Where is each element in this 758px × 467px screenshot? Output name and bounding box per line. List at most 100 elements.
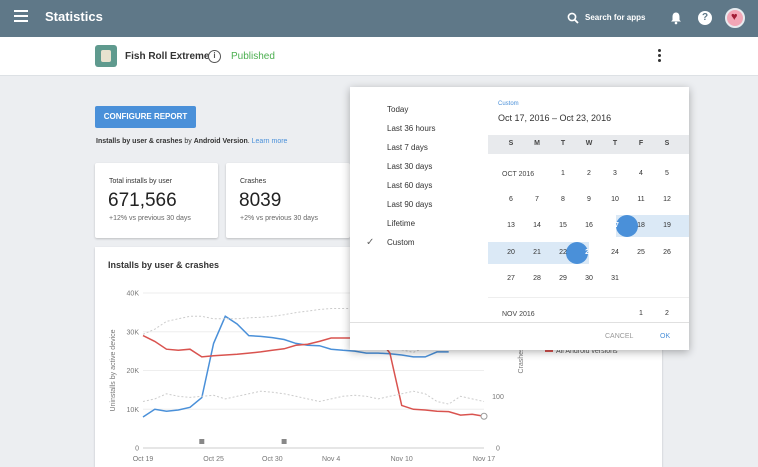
stat-label: Total installs by user — [109, 178, 173, 185]
x-tick-label: Oct 30 — [262, 456, 283, 463]
y-left-tick-label: 40K — [127, 291, 140, 298]
top-app-bar: Statistics Search for apps ? — [0, 0, 758, 37]
range-options-list: ✓ Today Last 36 hours Last 7 days Last 30 d… — [350, 87, 488, 322]
x-tick-label: Oct 19 — [133, 456, 154, 463]
series-end-marker — [480, 412, 488, 420]
annotation-marker — [281, 439, 287, 444]
calendar-day[interactable]: 16 — [585, 222, 593, 229]
range-option[interactable]: Today — [387, 105, 409, 114]
calendar-day[interactable]: 6 — [509, 196, 513, 203]
calendar-day[interactable]: 28 — [533, 275, 541, 282]
report-by: by — [182, 138, 194, 145]
calendar-day[interactable]: 5 — [665, 170, 669, 177]
app-header: Fish Roll Extreme i Published — [0, 37, 758, 76]
stat-card-installs[interactable]: Total installs by user 671,566 +12% vs p… — [95, 163, 218, 238]
configure-report-button[interactable]: CONFIGURE REPORT — [95, 106, 196, 128]
search-apps-label[interactable]: Search for apps — [585, 13, 646, 22]
selected-range-text: Oct 17, 2016 – Oct 23, 2016 — [498, 113, 612, 123]
range-option[interactable]: Last 90 days — [387, 200, 433, 209]
search-icon[interactable] — [567, 12, 579, 24]
calendar-day[interactable]: 30 — [585, 275, 593, 282]
range-start-marker — [616, 215, 638, 237]
more-vert-icon[interactable] — [658, 49, 662, 63]
calendar-day[interactable]: 8 — [561, 196, 565, 203]
weekday-label: S — [508, 140, 514, 147]
app-name: Fish Roll Extreme — [125, 51, 210, 62]
y-left-tick-label: 30K — [127, 329, 140, 336]
calendar-day[interactable]: 1 — [639, 310, 643, 317]
range-option[interactable]: Lifetime — [387, 219, 416, 228]
status-badge: Published — [231, 51, 275, 62]
date-range-picker: ✓ Today Last 36 hours Last 7 days Last 30 d… — [350, 87, 689, 350]
picker-footer: CANCEL OK — [350, 322, 689, 350]
legend-swatch — [545, 350, 553, 353]
y-right-axis-label: Crashes — [518, 347, 525, 374]
y-right-tick-label: 0 — [496, 446, 500, 453]
calendar-day[interactable]: 15 — [559, 222, 567, 229]
annotation-marker — [199, 439, 205, 444]
series-line — [142, 334, 485, 417]
calendar-day[interactable]: 7 — [535, 196, 539, 203]
calendar-day[interactable]: 31 — [611, 275, 619, 282]
calendar-day[interactable]: 23 — [585, 249, 593, 256]
legend: All Android versions — [545, 348, 617, 355]
x-tick-label: Oct 25 — [203, 456, 224, 463]
calendar-day[interactable]: 12 — [663, 196, 671, 203]
info-icon[interactable]: i — [208, 50, 221, 63]
calendar-day[interactable]: 13 — [507, 222, 515, 229]
range-option[interactable]: Custom — [387, 238, 415, 247]
range-option[interactable]: Last 7 days — [387, 143, 428, 152]
weekday-label: M — [534, 140, 540, 147]
range-end-marker — [566, 242, 588, 264]
calendar-day[interactable]: 26 — [663, 249, 671, 256]
menu-icon[interactable] — [14, 10, 28, 24]
stat-delta: +12% vs previous 30 days — [109, 215, 191, 222]
ok-button[interactable]: OK — [660, 333, 671, 340]
stat-delta: +2% vs previous 30 days — [240, 215, 319, 222]
stat-label: Crashes — [240, 178, 267, 185]
calendar-day[interactable]: 17 — [611, 222, 619, 229]
help-icon[interactable]: ? — [698, 11, 712, 25]
calendar-day[interactable]: 14 — [533, 222, 541, 229]
range-option[interactable]: Last 30 days — [387, 162, 433, 171]
series-line — [142, 390, 485, 405]
calendar-day[interactable]: 11 — [637, 196, 645, 203]
bell-icon[interactable] — [669, 11, 683, 25]
calendar-day[interactable]: 24 — [611, 249, 619, 256]
series-line — [142, 308, 485, 353]
range-option[interactable]: Last 36 hours — [387, 124, 436, 133]
calendar-day[interactable]: 19 — [663, 222, 671, 229]
calendar-day[interactable]: 9 — [587, 196, 591, 203]
report-dimension: Android Version — [193, 138, 248, 145]
x-tick-label: Nov 4 — [322, 456, 340, 463]
month-label: OCT 2016 — [502, 171, 535, 178]
custom-range-label: Custom — [498, 101, 519, 107]
weekday-label: F — [638, 140, 644, 147]
calendar-day[interactable]: 10 — [611, 196, 619, 203]
calendar-day[interactable]: 2 — [587, 170, 591, 177]
calendar-day[interactable]: 20 — [507, 249, 515, 256]
range-option[interactable]: Last 60 days — [387, 181, 433, 190]
calendar-day[interactable]: 18 — [637, 222, 645, 229]
calendar-day[interactable]: 29 — [559, 275, 567, 282]
calendar-day[interactable]: 2 — [665, 310, 669, 317]
y-left-tick-label: 10K — [127, 407, 140, 414]
series-line — [142, 315, 449, 418]
calendar-day[interactable]: 4 — [639, 170, 643, 177]
weekday-label: T — [560, 140, 566, 147]
cancel-button[interactable]: CANCEL — [605, 333, 634, 340]
avatar[interactable] — [725, 8, 745, 28]
y-left-tick-label: 0 — [135, 446, 139, 453]
calendar-day[interactable]: 25 — [637, 249, 645, 256]
legend-label: All Android versions — [556, 348, 618, 355]
calendar-day[interactable]: 21 — [533, 249, 541, 256]
calendar-day[interactable]: 3 — [613, 170, 617, 177]
calendar-day[interactable]: 22 — [559, 249, 567, 256]
report-metric: Installs by user & crashes — [96, 138, 183, 145]
month-divider — [488, 297, 689, 298]
stat-card-crashes[interactable]: Crashes 8039 +2% vs previous 30 days — [226, 163, 350, 238]
calendar-day[interactable]: 27 — [507, 275, 515, 282]
calendar-day[interactable]: 1 — [561, 170, 565, 177]
learn-more-link[interactable]: Learn more — [251, 138, 288, 145]
month-label: NOV 2016 — [502, 311, 535, 318]
